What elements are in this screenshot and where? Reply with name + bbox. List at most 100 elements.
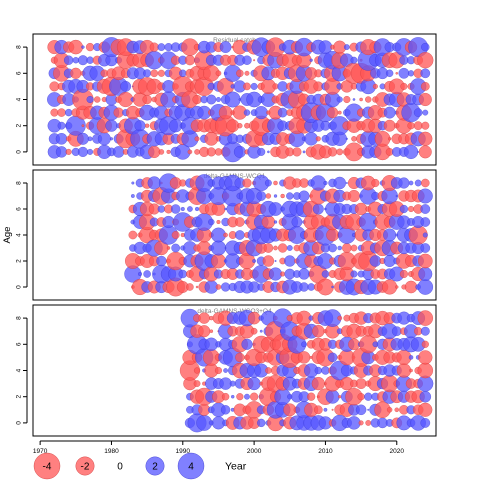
y-tick-label: 2	[16, 259, 23, 263]
negative-residual-bubble	[395, 72, 399, 75]
positive-residual-bubble	[398, 67, 410, 79]
negative-residual-bubble	[336, 148, 344, 156]
negative-residual-bubble	[395, 285, 399, 289]
negative-residual-bubble	[85, 42, 95, 52]
negative-residual-bubble	[365, 420, 372, 426]
negative-residual-bubble	[418, 131, 433, 146]
positive-residual-bubble	[337, 245, 342, 251]
negative-residual-bubble	[242, 178, 252, 188]
positive-residual-bubble	[383, 228, 397, 242]
positive-residual-bubble	[301, 341, 307, 348]
positive-residual-bubble	[170, 204, 181, 214]
negative-residual-bubble	[186, 283, 194, 291]
positive-residual-bubble	[131, 181, 135, 185]
positive-residual-bubble	[105, 119, 118, 132]
positive-residual-bubble	[134, 120, 146, 132]
positive-residual-bubble	[336, 96, 343, 103]
positive-residual-bubble	[417, 279, 434, 295]
negative-residual-bubble	[399, 270, 408, 278]
negative-residual-bubble	[280, 271, 286, 277]
positive-residual-bubble	[63, 55, 74, 65]
positive-residual-bubble	[273, 220, 278, 224]
positive-residual-bubble	[77, 146, 88, 157]
negative-residual-bubble	[418, 92, 432, 107]
negative-residual-bubble	[417, 52, 434, 69]
panel-frame	[32, 169, 437, 301]
negative-residual-bubble	[171, 231, 180, 239]
x-tick-label: 2010	[318, 448, 333, 455]
negative-residual-bubble	[198, 312, 210, 324]
positive-residual-bubble	[274, 260, 277, 262]
positive-residual-bubble	[350, 270, 358, 278]
positive-residual-bubble	[57, 121, 66, 130]
x-tick-label: 2020	[390, 448, 405, 455]
y-tick-label: 4	[16, 233, 23, 237]
positive-residual-bubble	[328, 243, 337, 253]
negative-residual-bubble	[355, 378, 367, 389]
positive-residual-bubble	[323, 407, 328, 412]
positive-residual-bubble	[219, 377, 232, 390]
negative-residual-bubble	[236, 69, 244, 78]
negative-residual-bubble	[280, 193, 285, 199]
negative-residual-bubble	[417, 310, 434, 326]
negative-residual-bubble	[400, 82, 408, 90]
negative-residual-bubble	[250, 327, 258, 335]
negative-residual-bubble	[407, 122, 415, 130]
negative-residual-bubble	[313, 405, 323, 415]
x-tick-label: 1980	[104, 448, 119, 455]
negative-residual-bubble	[223, 232, 228, 238]
negative-residual-bubble	[326, 228, 339, 242]
positive-residual-bubble	[298, 190, 310, 202]
positive-residual-bubble	[421, 42, 430, 52]
negative-residual-bubble	[211, 253, 226, 269]
positive-residual-bubble	[242, 55, 252, 65]
positive-residual-bubble	[72, 57, 79, 64]
negative-residual-bubble	[383, 119, 396, 132]
positive-residual-bubble	[224, 207, 227, 211]
panel-title: delta-GAMNS-WCQ3+Q4	[197, 308, 272, 315]
y-tick-label: 2	[16, 395, 23, 399]
positive-residual-bubble	[244, 393, 250, 400]
positive-residual-bubble	[87, 136, 93, 142]
negative-residual-bubble	[273, 180, 278, 186]
negative-residual-bubble	[221, 393, 230, 401]
positive-residual-bubble	[350, 56, 358, 64]
negative-residual-bubble	[247, 311, 261, 325]
positive-residual-bubble	[325, 389, 340, 404]
positive-residual-bubble	[86, 96, 94, 103]
negative-residual-bubble	[179, 179, 187, 187]
negative-residual-bubble	[195, 285, 199, 289]
positive-residual-bubble	[86, 56, 94, 64]
negative-residual-bubble	[198, 325, 211, 338]
positive-residual-bubble	[243, 109, 251, 116]
positive-residual-bubble	[420, 217, 431, 227]
negative-residual-bubble	[357, 393, 365, 401]
positive-residual-bubble	[257, 147, 266, 156]
negative-residual-bubble	[331, 408, 334, 411]
x-tick-label: 2000	[247, 448, 262, 455]
positive-residual-bubble	[156, 255, 167, 267]
positive-residual-bubble	[417, 150, 420, 153]
positive-residual-bubble	[220, 405, 231, 415]
negative-residual-bubble	[315, 136, 321, 142]
legend-bubble	[177, 452, 205, 480]
positive-residual-bubble	[268, 202, 283, 216]
x-tick-label: 1990	[176, 448, 191, 455]
positive-residual-bubble	[219, 41, 232, 53]
negative-residual-bubble	[81, 124, 85, 128]
positive-residual-bubble	[178, 269, 187, 279]
positive-residual-bubble	[298, 268, 310, 280]
negative-residual-bubble	[144, 123, 150, 128]
negative-residual-bubble	[194, 136, 200, 142]
positive-residual-bubble	[299, 282, 309, 292]
negative-residual-bubble	[157, 69, 165, 77]
negative-residual-bubble	[180, 232, 185, 238]
positive-residual-bubble	[307, 283, 315, 291]
negative-residual-bubble	[218, 105, 233, 120]
negative-residual-bubble	[166, 149, 171, 154]
negative-residual-bubble	[421, 121, 430, 130]
negative-residual-bubble	[327, 147, 338, 157]
positive-residual-bubble	[355, 404, 367, 416]
positive-residual-bubble	[399, 55, 409, 65]
positive-residual-bubble	[343, 44, 350, 50]
